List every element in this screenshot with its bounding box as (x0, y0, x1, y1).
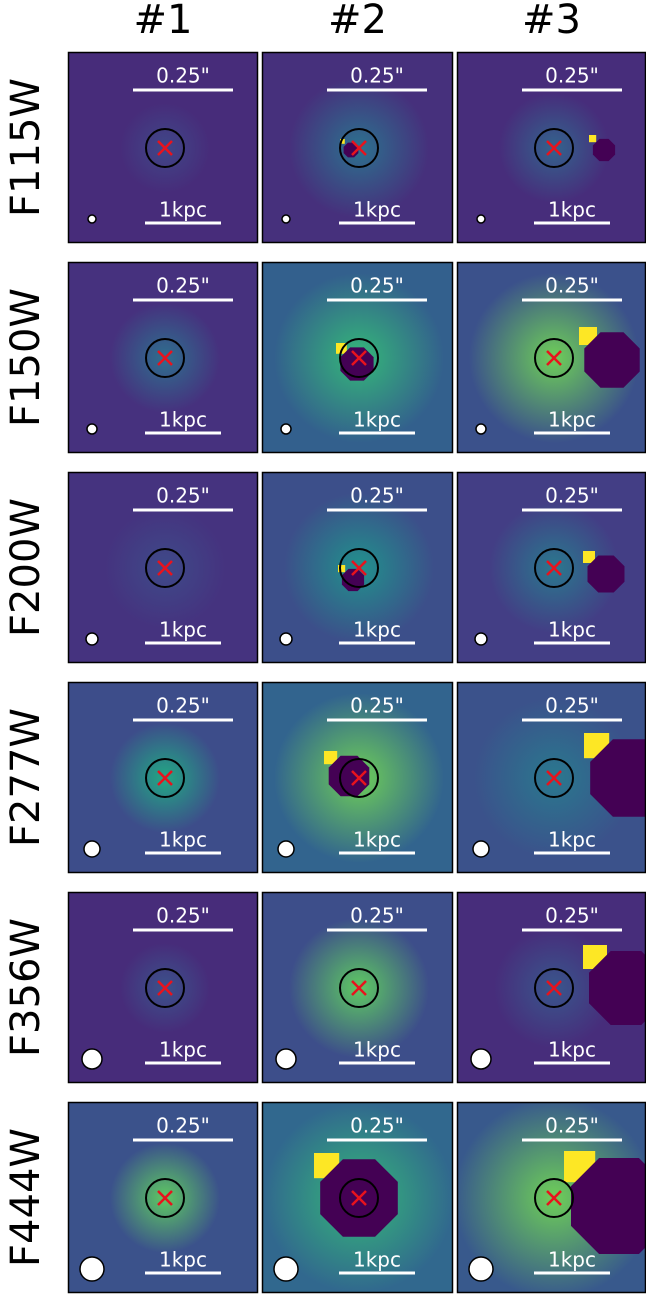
masked-region (588, 556, 625, 593)
angular-scale-label: 0.25" (156, 1114, 210, 1138)
physical-scale-label: 1kpc (159, 408, 207, 432)
image-panel: 0.25" 1kpc (68, 262, 258, 453)
angular-scale-label: 0.25" (156, 64, 210, 88)
angular-scale-label: 0.25" (545, 1114, 599, 1138)
image-panel: 0.25" 1kpc (68, 52, 258, 243)
angular-scale-label: 0.25" (545, 694, 599, 718)
physical-scale-label: 1kpc (353, 198, 401, 222)
angular-scale-label: 0.25" (350, 904, 404, 928)
figure: #1 #2 #3 F115W 0.25" 1kpc 0.25" 1kpc 0.25" 1kpc F1… (0, 0, 646, 1294)
highlight (589, 135, 596, 142)
psf-size (87, 424, 97, 434)
angular-scale-label: 0.25" (156, 274, 210, 298)
image-panel: 0.25" 1kpc (441, 665, 646, 891)
image-panel: 0.25" 1kpc (457, 892, 646, 1083)
psf-size (88, 215, 96, 223)
psf-size (276, 1049, 296, 1069)
psf-size (84, 841, 100, 857)
angular-scale-label: 0.25" (156, 904, 210, 928)
column-header: #1 (134, 0, 193, 43)
psf-size (274, 1257, 298, 1281)
angular-scale-label: 0.25" (350, 274, 404, 298)
angular-scale-label: 0.25" (350, 1114, 404, 1138)
image-panel: 0.25" 1kpc (68, 1102, 258, 1293)
angular-scale-label: 0.25" (545, 904, 599, 928)
physical-scale-label: 1kpc (548, 828, 596, 852)
image-panel: 0.25" 1kpc (239, 238, 479, 478)
image-panel: 0.25" 1kpc (253, 462, 465, 674)
row-label: F277W (3, 708, 49, 847)
image-panel: 0.25" 1kpc (239, 658, 479, 898)
image-panel: 0.25" 1kpc (225, 1064, 494, 1294)
image-panel: 0.25" 1kpc (434, 238, 646, 478)
psf-size (471, 1049, 491, 1069)
physical-scale-label: 1kpc (353, 1248, 401, 1272)
psf-size (281, 424, 291, 434)
psf-size (280, 633, 292, 645)
angular-scale-label: 0.25" (350, 64, 404, 88)
physical-scale-label: 1kpc (353, 1038, 401, 1062)
image-panel: 0.25" 1kpc (68, 682, 258, 873)
physical-scale-label: 1kpc (353, 408, 401, 432)
psf-size (80, 1257, 104, 1281)
angular-scale-label: 0.25" (156, 484, 210, 508)
image-panel: 0.25" 1kpc (457, 472, 646, 663)
row-label: F200W (3, 498, 49, 637)
angular-scale-label: 0.25" (545, 274, 599, 298)
physical-scale-label: 1kpc (548, 198, 596, 222)
physical-scale-label: 1kpc (548, 408, 596, 432)
physical-scale-label: 1kpc (548, 1038, 596, 1062)
row-label: F356W (3, 918, 49, 1057)
column-header: #3 (522, 0, 581, 43)
angular-scale-label: 0.25" (545, 64, 599, 88)
masked-region (593, 139, 615, 161)
physical-scale-label: 1kpc (548, 618, 596, 642)
physical-scale-label: 1kpc (159, 1248, 207, 1272)
row-label: F115W (3, 78, 49, 217)
angular-scale-label: 0.25" (350, 484, 404, 508)
physical-scale-label: 1kpc (159, 828, 207, 852)
psf-size (475, 633, 487, 645)
masked-region (340, 347, 373, 380)
psf-size (282, 215, 290, 223)
column-header: #2 (328, 0, 387, 43)
image-panel: 0.25" 1kpc (260, 49, 458, 247)
image-panel: 0.25" 1kpc (260, 889, 458, 1087)
psf-size (469, 1257, 493, 1281)
physical-scale-label: 1kpc (159, 1038, 207, 1062)
angular-scale-label: 0.25" (350, 694, 404, 718)
row-label: F150W (3, 288, 49, 427)
angular-scale-label: 0.25" (545, 484, 599, 508)
psf-size (473, 841, 489, 857)
physical-scale-label: 1kpc (353, 828, 401, 852)
image-panel: 0.25" 1kpc (457, 52, 646, 243)
psf-size (477, 215, 485, 223)
psf-size (278, 841, 294, 857)
physical-scale-label: 1kpc (159, 618, 207, 642)
image-panel: 0.25" 1kpc (68, 892, 258, 1083)
angular-scale-label: 0.25" (156, 694, 210, 718)
image-panel: 0.25" 1kpc (68, 472, 258, 663)
row-label: F444W (3, 1128, 49, 1267)
psf-size (476, 424, 486, 434)
psf-size (82, 1049, 102, 1069)
physical-scale-label: 1kpc (548, 1248, 596, 1272)
psf-size (86, 633, 98, 645)
page: {"columns": ["#1", "#2", "#3"], "rows": … (0, 0, 646, 1294)
physical-scale-label: 1kpc (159, 198, 207, 222)
physical-scale-label: 1kpc (353, 618, 401, 642)
masked-region (584, 332, 639, 387)
